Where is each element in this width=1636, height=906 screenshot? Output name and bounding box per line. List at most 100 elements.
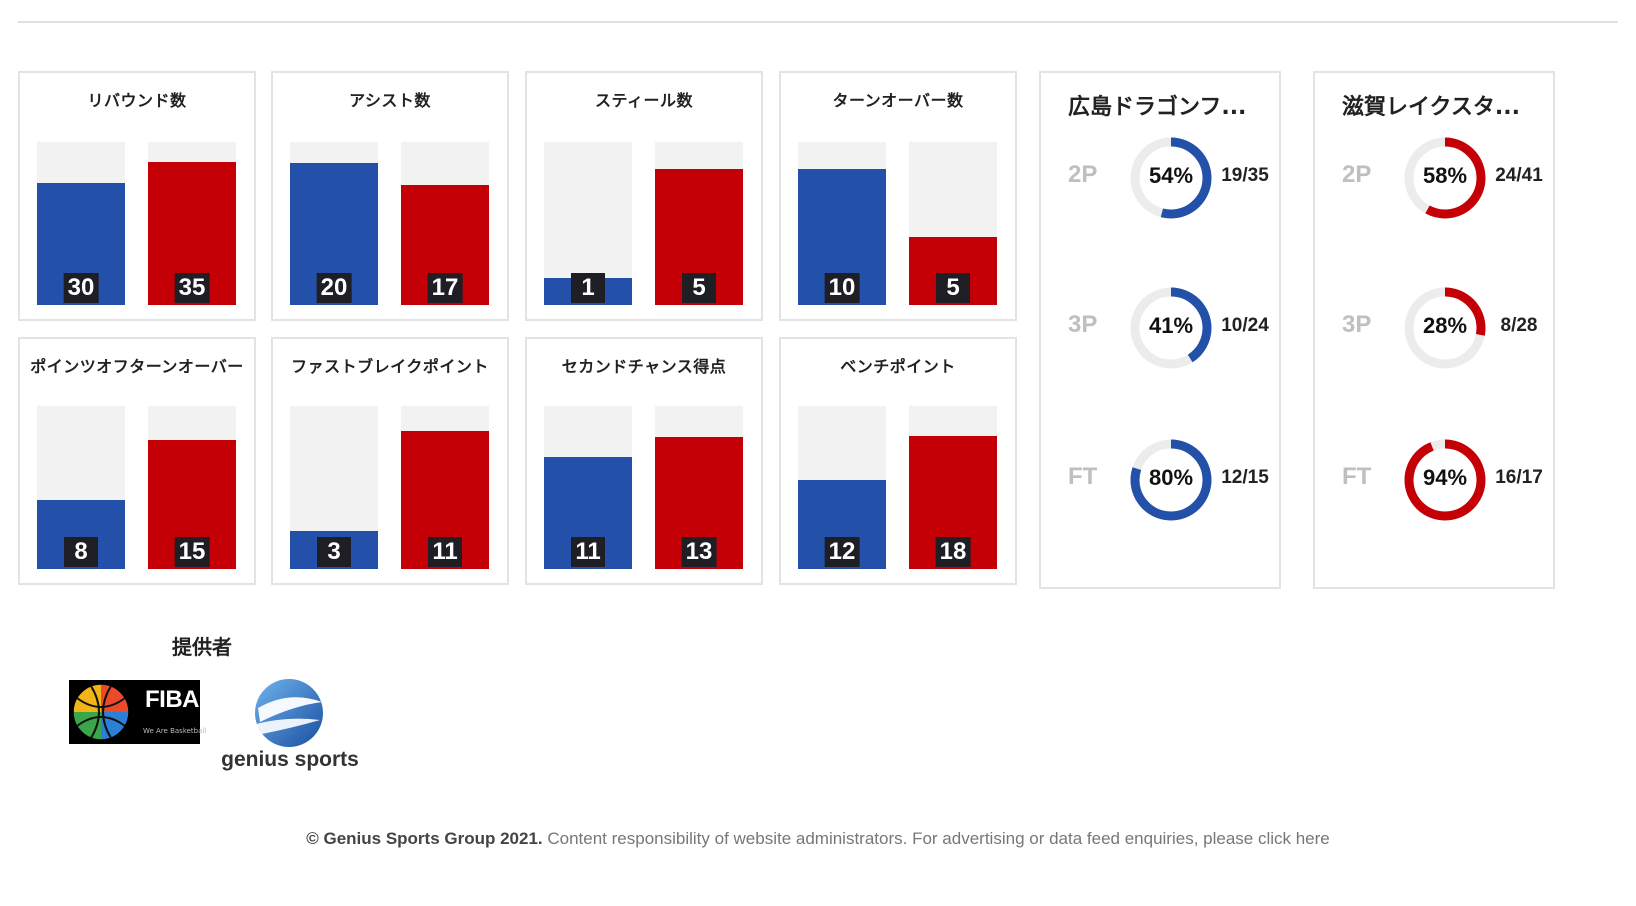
percentage-ring (1130, 439, 1212, 521)
stat-card: セカンドチャンス得点 11 13 (525, 337, 763, 585)
away-value-label: 13 (681, 537, 717, 567)
footer-enquiry-link[interactable]: Content responsibility of website admini… (542, 829, 1330, 848)
made-attempted: 12/15 (1221, 467, 1269, 488)
stat-card: ファストブレイクポイント 3 11 (271, 337, 509, 585)
home-value-label: 3 (317, 537, 351, 567)
sponsors-title: 提供者 (172, 635, 232, 659)
stat-card-title: ベンチポイント (840, 357, 956, 376)
team-name: 広島ドラゴンフ... (1068, 95, 1247, 120)
shooting-percentage: 54% (1148, 163, 1194, 188)
away-bar-track: 11 (401, 406, 489, 569)
away-bar-track: 17 (401, 142, 489, 305)
shooting-percentage: 94% (1422, 465, 1468, 490)
home-value-label: 30 (63, 273, 99, 303)
percentage-ring (1130, 137, 1212, 219)
genius-globe-icon (255, 679, 323, 747)
away-bar-track: 5 (909, 142, 997, 305)
home-bar-track: 11 (544, 406, 632, 569)
home-bar-track: 20 (290, 142, 378, 305)
percentage-ring (1404, 137, 1486, 219)
genius-wordmark: genius sports (221, 748, 359, 771)
away-bar-track: 18 (909, 406, 997, 569)
ring-fill (1404, 137, 1486, 219)
percentage-ring (1404, 439, 1486, 521)
home-bar-track: 1 (544, 142, 632, 305)
stat-card-title: スティール数 (594, 91, 694, 110)
shooting-percentage: 58% (1422, 163, 1468, 188)
stat-card: リバウンド数 30 35 (18, 71, 256, 321)
ring-fill (1404, 439, 1486, 521)
footer: © Genius Sports Group 2021. Content resp… (0, 829, 1636, 849)
stat-card-title: セカンドチャンス得点 (561, 357, 727, 376)
away-value-label: 35 (174, 273, 210, 303)
home-value-label: 1 (571, 273, 605, 303)
stat-card: ベンチポイント 12 18 (779, 337, 1017, 585)
shooting-row: 2P 54% 19/35 (1041, 133, 1279, 223)
home-bar-track: 8 (37, 406, 125, 569)
away-value-label: 5 (936, 273, 970, 303)
stat-card: スティール数 1 5 (525, 71, 763, 321)
away-value-label: 15 (174, 537, 210, 567)
shot-type-label: 3P (1068, 311, 1098, 338)
shot-type-label: 2P (1342, 161, 1372, 188)
away-bar-track: 35 (148, 142, 236, 305)
ring-fill (1404, 287, 1486, 369)
top-divider (18, 21, 1618, 23)
home-value-label: 10 (824, 273, 860, 303)
away-bar-track: 13 (655, 406, 743, 569)
away-bar-track: 5 (655, 142, 743, 305)
ring-fill (1130, 287, 1212, 369)
stat-card-title: ポインツオフターンオーバー (30, 357, 244, 376)
away-value-label: 17 (427, 273, 463, 303)
shooting-row: 3P 28% 8/28 (1315, 283, 1553, 373)
home-bar-track: 30 (37, 142, 125, 305)
home-value-label: 12 (824, 537, 860, 567)
home-value-label: 8 (64, 537, 98, 567)
stat-card-title: リバウンド数 (87, 91, 187, 110)
shooting-percentage: 41% (1148, 313, 1194, 338)
fiba-ball-icon (72, 683, 130, 741)
made-attempted: 8/28 (1500, 315, 1538, 336)
away-value-label: 5 (682, 273, 716, 303)
percentage-ring (1130, 287, 1212, 369)
shot-type-label: 2P (1068, 161, 1098, 188)
made-attempted: 19/35 (1221, 165, 1269, 186)
genius-sports-logo[interactable]: genius sports (220, 676, 360, 776)
home-value-label: 20 (316, 273, 352, 303)
home-value-label: 11 (571, 537, 605, 567)
shooting-row: 2P 58% 24/41 (1315, 133, 1553, 223)
fiba-logo[interactable]: FIBA We Are Basketball (69, 680, 206, 744)
shooting-row: 3P 41% 10/24 (1041, 283, 1279, 373)
home-bar-track: 10 (798, 142, 886, 305)
made-attempted: 24/41 (1495, 165, 1543, 186)
stat-card: ターンオーバー数 10 5 (779, 71, 1017, 321)
away-bar-track: 15 (148, 406, 236, 569)
home-bar-track: 12 (798, 406, 886, 569)
shooting-percentage: 80% (1148, 465, 1194, 490)
shot-type-label: 3P (1342, 311, 1372, 338)
stat-card-title: アシスト数 (349, 91, 431, 110)
shot-type-label: FT (1068, 463, 1098, 490)
shooting-card: 広島ドラゴンフ... 2P 54% 19/35 3P 41% 10/24 FT 80% 12/15 (1039, 71, 1281, 589)
away-value-label: 11 (428, 537, 462, 567)
made-attempted: 16/17 (1495, 467, 1543, 488)
shooting-percentage: 28% (1422, 313, 1468, 338)
ring-fill (1130, 137, 1212, 219)
stat-card: アシスト数 20 17 (271, 71, 509, 321)
shooting-row: FT 94% 16/17 (1315, 435, 1553, 525)
team-name: 滋賀レイクスタ... (1342, 95, 1520, 120)
away-value-label: 18 (935, 537, 971, 567)
stat-card: ポインツオフターンオーバー 8 15 (18, 337, 256, 585)
ring-fill (1130, 439, 1212, 521)
stat-card-title: ターンオーバー数 (832, 91, 964, 110)
made-attempted: 10/24 (1221, 315, 1269, 336)
shooting-row: FT 80% 12/15 (1041, 435, 1279, 525)
shooting-card: 滋賀レイクスタ... 2P 58% 24/41 3P 28% 8/28 FT 94% 16/17 (1313, 71, 1555, 589)
footer-copyright: © Genius Sports Group 2021. (306, 829, 543, 848)
percentage-ring (1404, 287, 1486, 369)
fiba-tagline: We Are Basketball (143, 727, 207, 735)
fiba-wordmark: FIBA (145, 686, 200, 713)
home-bar-track: 3 (290, 406, 378, 569)
stat-card-title: ファストブレイクポイント (291, 357, 489, 376)
shot-type-label: FT (1342, 463, 1372, 490)
